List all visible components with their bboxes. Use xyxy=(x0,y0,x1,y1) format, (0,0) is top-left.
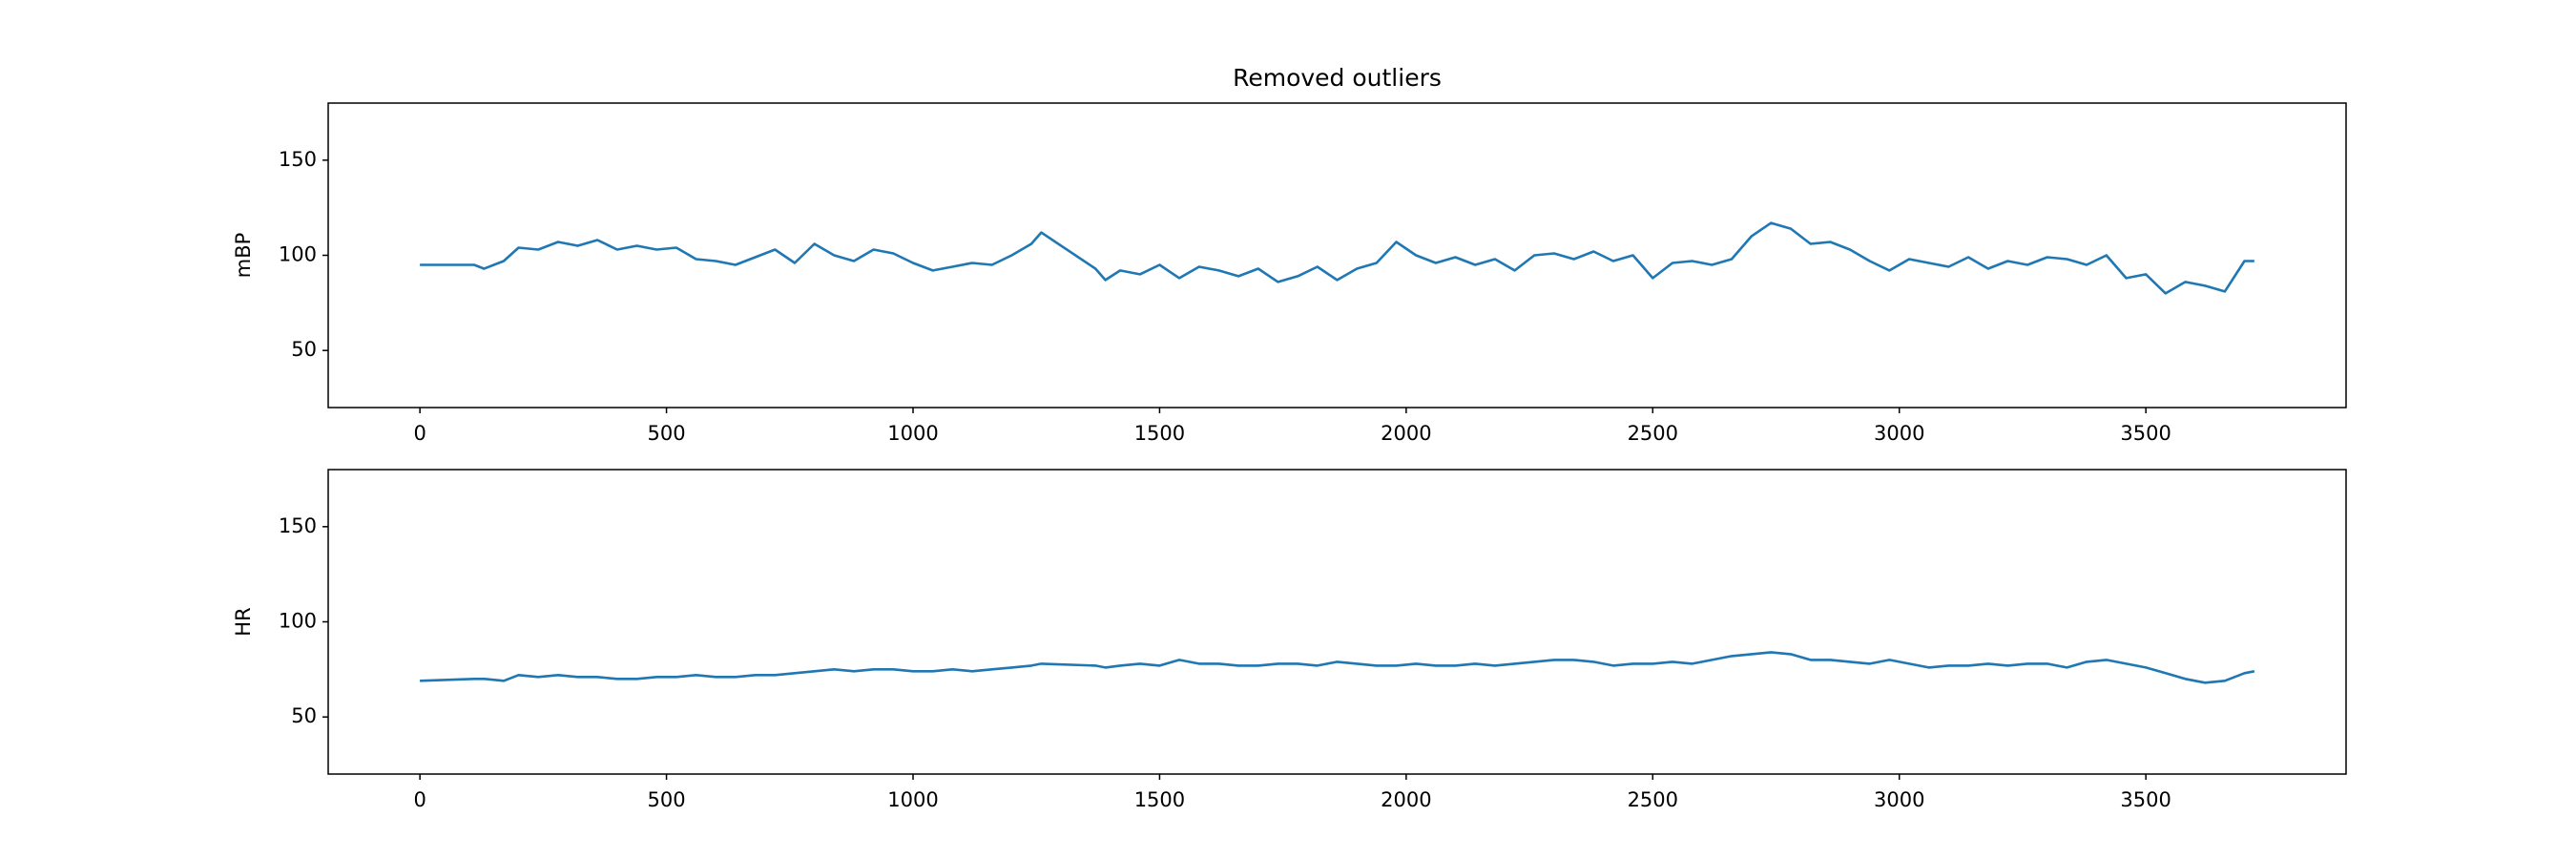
x-tick-label: 2500 xyxy=(1628,788,1678,811)
y-tick-label: 50 xyxy=(291,338,317,361)
x-tick-label: 2000 xyxy=(1381,422,1431,445)
x-tick-label: 500 xyxy=(648,788,686,811)
y-axis-label: mBP xyxy=(232,233,255,279)
y-tick-label: 50 xyxy=(291,704,317,727)
chart-title: Removed outliers xyxy=(1233,64,1442,92)
x-tick-label: 1000 xyxy=(887,788,938,811)
y-axis-label: HR xyxy=(232,607,255,636)
x-tick-label: 1500 xyxy=(1134,422,1185,445)
x-tick-label: 0 xyxy=(413,788,426,811)
x-tick-label: 1500 xyxy=(1134,788,1185,811)
x-tick-label: 3500 xyxy=(2120,788,2171,811)
y-tick-label: 150 xyxy=(279,148,317,171)
x-tick-label: 1000 xyxy=(887,422,938,445)
x-tick-label: 0 xyxy=(413,422,426,445)
y-tick-label: 150 xyxy=(279,514,317,537)
x-tick-label: 3000 xyxy=(1874,788,1924,811)
x-tick-label: 2000 xyxy=(1381,788,1431,811)
axes-frame xyxy=(327,102,2347,409)
data-line xyxy=(420,651,2255,684)
y-tick-label: 100 xyxy=(279,243,317,266)
y-tick-label: 100 xyxy=(279,610,317,633)
x-tick-label: 3500 xyxy=(2120,422,2171,445)
x-tick-label: 2500 xyxy=(1628,422,1678,445)
axes-frame xyxy=(327,469,2347,775)
data-line xyxy=(420,221,2254,295)
x-tick-label: 500 xyxy=(648,422,686,445)
x-tick-label: 3000 xyxy=(1874,422,1924,445)
